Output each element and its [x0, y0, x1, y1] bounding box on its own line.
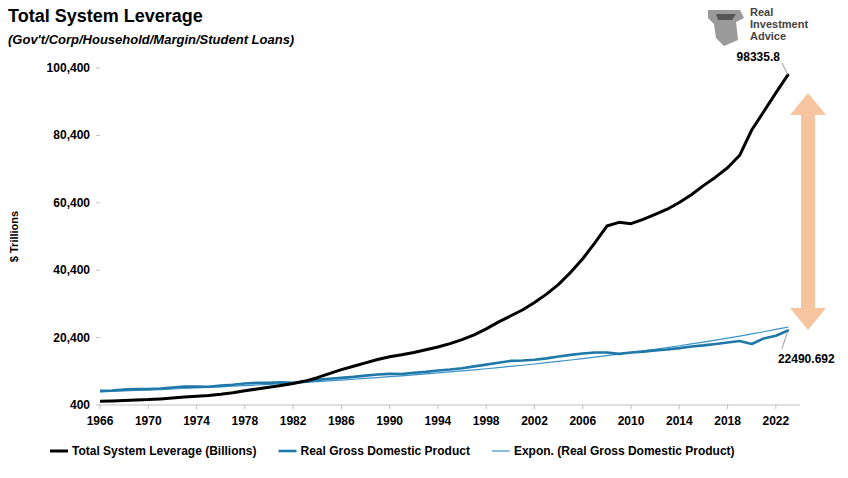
x-tick-label: 1966 — [87, 414, 114, 428]
gap-arrow — [790, 93, 826, 330]
y-tick — [96, 337, 100, 338]
x-tick-label: 1990 — [376, 414, 403, 428]
legend-swatch — [50, 450, 68, 453]
x-tick — [727, 405, 728, 409]
x-tick — [148, 405, 149, 409]
x-tick-label: 2014 — [666, 414, 693, 428]
legend-swatch — [492, 450, 510, 451]
plot-area — [100, 75, 788, 401]
series-line — [100, 331, 788, 391]
logo-word: Advice — [750, 30, 786, 42]
x-tick — [631, 405, 632, 409]
x-tick — [293, 405, 294, 409]
legend-label: Total System Leverage (Billions) — [72, 444, 257, 458]
annotation: 22490.692 — [778, 352, 835, 366]
y-tick — [96, 270, 100, 271]
logo-icon-detail — [716, 14, 736, 20]
x-tick-label: 2002 — [521, 414, 548, 428]
y-tick-label: 60,400 — [53, 196, 90, 210]
annotation-leader — [782, 331, 788, 349]
x-tick — [486, 405, 487, 409]
y-tick — [96, 68, 100, 69]
y-tick — [96, 202, 100, 203]
annotation: 98335.8 — [737, 50, 781, 64]
x-tick — [244, 405, 245, 409]
x-tick — [775, 405, 776, 409]
annotation-leader — [782, 63, 788, 75]
legend-label: Real Gross Domestic Product — [301, 444, 470, 458]
x-tick — [534, 405, 535, 409]
x-tick-label: 2006 — [569, 414, 596, 428]
x-tick — [100, 405, 101, 409]
x-tick — [437, 405, 438, 409]
x-tick-label: 2022 — [763, 414, 790, 428]
y-tick-label: 100,400 — [47, 61, 91, 75]
logo-word: Real — [750, 6, 773, 18]
legend-swatch — [279, 450, 297, 453]
subtitle: (Gov't/Corp/Household/Margin/Student Loa… — [8, 32, 294, 47]
x-tick — [582, 405, 583, 409]
y-tick-label: 80,400 — [53, 128, 90, 142]
x-tick-label: 2018 — [714, 414, 741, 428]
x-tick — [341, 405, 342, 409]
x-tick-label: 1982 — [280, 414, 307, 428]
x-tick-label: 1978 — [231, 414, 258, 428]
series-line — [100, 327, 788, 392]
y-tick-label: 400 — [70, 398, 90, 412]
x-tick — [196, 405, 197, 409]
x-tick-label: 1998 — [473, 414, 500, 428]
x-tick — [679, 405, 680, 409]
y-tick — [96, 135, 100, 136]
logo: RealInvestmentAdvice — [708, 6, 808, 46]
x-tick — [389, 405, 390, 409]
x-tick-label: 1986 — [328, 414, 355, 428]
series-line — [100, 75, 788, 401]
y-tick-label: 20,400 — [53, 331, 90, 345]
chart: Total System Leverage (Gov't/Corp/Househo… — [0, 0, 848, 478]
x-tick-label: 2010 — [618, 414, 645, 428]
x-axis-line — [100, 405, 800, 406]
logo-icon — [708, 10, 744, 46]
x-tick-label: 1974 — [183, 414, 210, 428]
x-tick-label: 1970 — [135, 414, 162, 428]
x-tick-label: 1994 — [425, 414, 452, 428]
title: Total System Leverage — [8, 6, 203, 26]
logo-text: RealInvestmentAdvice — [750, 6, 808, 42]
y-tick — [96, 405, 100, 406]
logo-word: Investment — [750, 18, 808, 30]
y-tick-label: 40,400 — [53, 263, 90, 277]
y-axis-label: $ Trillions — [8, 211, 20, 262]
legend-label: Expon. (Real Gross Domestic Product) — [514, 444, 735, 458]
